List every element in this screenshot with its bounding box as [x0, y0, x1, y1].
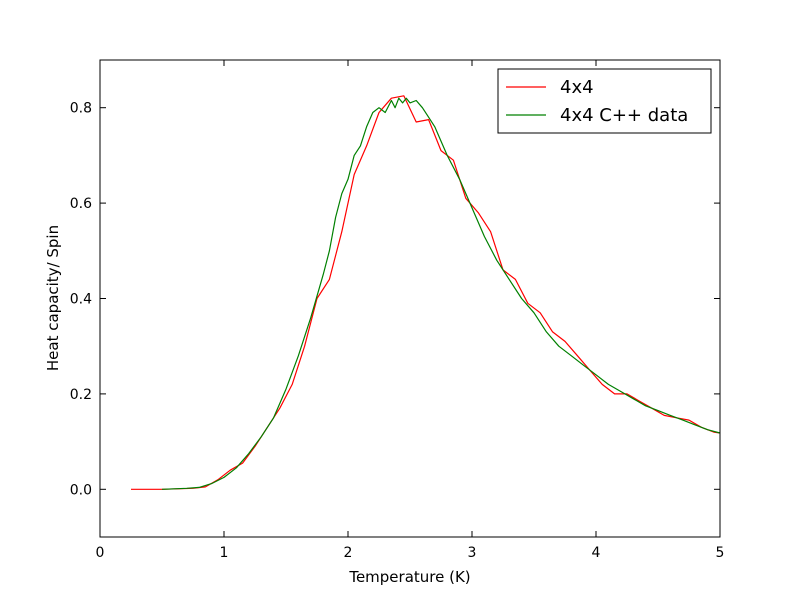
- y-axis-label: Heat capacity/ Spin: [44, 225, 62, 371]
- y-tick-label: 0.4: [70, 292, 92, 308]
- x-tick-label: 1: [220, 545, 229, 561]
- x-tick-label: 3: [468, 545, 477, 561]
- x-axis: 0 1 2 3 4 5: [96, 60, 725, 561]
- y-tick-label: 0.8: [70, 101, 92, 117]
- plot-area: [100, 60, 720, 537]
- x-tick-label: 5: [716, 545, 725, 561]
- legend-box: [497, 68, 712, 134]
- x-axis-label: Temperature (K): [348, 568, 470, 586]
- x-tick-label: 0: [96, 545, 105, 561]
- y-tick-label: 0.2: [70, 387, 92, 403]
- legend: 4x4 4x4 C++ data: [497, 68, 712, 134]
- y-tick-label: 0.0: [70, 482, 92, 498]
- series-layer: [131, 95, 721, 490]
- y-axis: 0.0 0.2 0.4 0.6 0.8: [70, 101, 720, 498]
- series-line-cpp-data: [161, 97, 721, 490]
- y-tick-label: 0.6: [70, 196, 92, 212]
- x-tick-label: 2: [344, 545, 353, 561]
- x-tick-label: 4: [592, 545, 601, 561]
- legend-label-4x4: 4x4: [560, 77, 594, 98]
- legend-label-cpp: 4x4 C++ data: [560, 105, 688, 126]
